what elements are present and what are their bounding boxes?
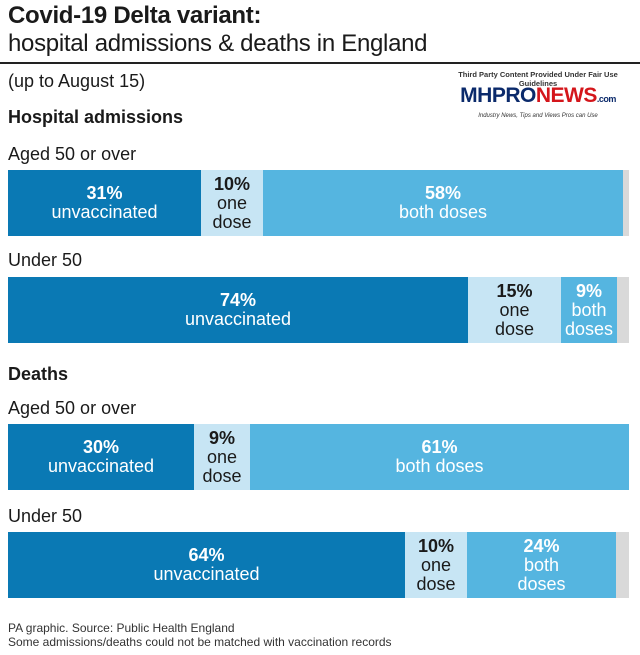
segment-percent-label: 9% <box>575 280 602 301</box>
logo-tagline: Industry News, Tips and Views Pros can U… <box>478 113 598 119</box>
segment-category-label: both <box>571 299 607 320</box>
chart-title: Covid-19 Delta variant: <box>8 2 262 29</box>
bar-segment-one-dose: 15% one dose <box>468 277 561 343</box>
segment-percent-label: 31% <box>86 183 123 203</box>
segment-percent-label: 30% <box>82 437 120 457</box>
bar-segment-unvaccinated: 31% unvaccinated <box>8 170 201 236</box>
segment-category-label: dose <box>212 211 252 232</box>
bar-segment-one-dose: 10% one dose <box>405 532 467 598</box>
matching-note: Some admissions/deaths could not be matc… <box>8 635 392 649</box>
segment-category-label: both doses <box>395 456 484 476</box>
segment-percent-label: 10% <box>417 535 455 556</box>
bar-segment-one-dose: 10% one dose <box>201 170 263 236</box>
segment-percent-label: 24% <box>523 535 560 556</box>
group-label: Under 50 <box>8 250 83 270</box>
bar-segment-unvaccinated: 64% unvaccinated <box>8 532 405 598</box>
segment-percent-label: 64% <box>188 545 225 565</box>
segment-category-label: one <box>206 446 238 467</box>
stacked-bar: 30% unvaccinated 9% one dose 61% both doses <box>8 424 629 490</box>
segment-category-label: both <box>523 554 560 575</box>
logo-brand: MHPRONEWS.com <box>443 84 633 108</box>
segment-percent-label: 61% <box>421 437 458 457</box>
segment-percent-label: 10% <box>213 173 251 194</box>
segment-category-label: dose <box>416 573 456 594</box>
bar-segment-one-dose: 9% one dose <box>194 424 250 490</box>
segment-category-label: both doses <box>398 202 488 222</box>
segment-percent-label: 58% <box>424 183 462 203</box>
segment-percent-label: 74% <box>219 290 257 310</box>
segment-category-label: unvaccinated <box>47 456 155 476</box>
segment-category-label: doses <box>517 573 566 594</box>
section-heading: Deaths <box>8 364 69 384</box>
stacked-bar: 31% unvaccinated 10% one dose 58% both doses <box>8 170 629 236</box>
segment-category-label: dose <box>202 465 242 486</box>
segment-percent-label: 15% <box>496 280 533 301</box>
segment-category-label: one <box>216 192 248 213</box>
bar-segment-unvaccinated: 74% unvaccinated <box>8 277 468 343</box>
segment-category-label: unvaccinated <box>153 564 260 584</box>
section-heading: Hospital admissions <box>8 107 184 127</box>
bar-segment-both-doses: 9% both doses <box>561 277 617 343</box>
segment-category-label: unvaccinated <box>51 202 158 222</box>
segment-category-label: dose <box>494 318 535 339</box>
segment-category-label: one <box>499 299 530 320</box>
bar-segment-both-doses: 61% both doses <box>250 424 629 490</box>
segment-category-label: one <box>420 554 452 575</box>
segment-category-label: doses <box>564 318 614 339</box>
group-label: Under 50 <box>8 506 83 526</box>
segment-percent-label: 9% <box>208 427 235 448</box>
bar-segment-both-doses: 24% both doses <box>467 532 616 598</box>
logo-brand-suffix: .com <box>596 94 617 104</box>
logo-fair-use-text: Third Party Content Provided Under Fair … <box>458 70 618 88</box>
source-note: PA graphic. Source: Public Health Englan… <box>8 621 235 635</box>
bar-segment-both-doses: 58% both doses <box>263 170 623 236</box>
stacked-bar: 74% unvaccinated 15% one dose 9% both doses <box>8 277 629 343</box>
stacked-bar: 64% unvaccinated 10% one dose 24% both doses <box>8 532 629 598</box>
group-label: Aged 50 or over <box>8 398 137 418</box>
segment-category-label: unvaccinated <box>184 309 292 329</box>
mhpronews-logo: Third Party Content Provided Under Fair … <box>443 68 633 128</box>
chart-subtitle-heading: hospital admissions & deaths in England <box>8 30 428 57</box>
logo-brand-part2: NEWS <box>535 84 598 107</box>
logo-brand-part1: MHPRO <box>460 84 536 107</box>
title-rule <box>0 62 640 64</box>
date-note: (up to August 15) <box>8 71 146 91</box>
bar-segment-unvaccinated: 30% unvaccinated <box>8 424 194 490</box>
group-label: Aged 50 or over <box>8 144 137 164</box>
